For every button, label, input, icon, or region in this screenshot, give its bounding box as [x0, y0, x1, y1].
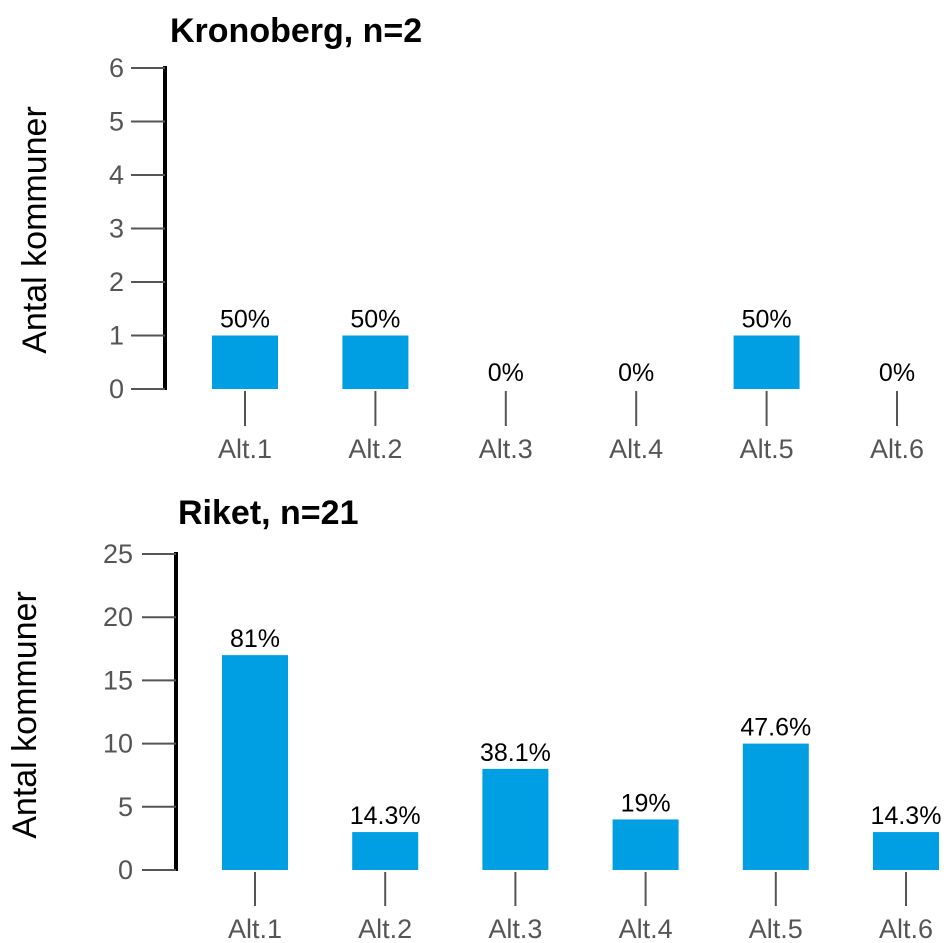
- bar: [212, 335, 278, 389]
- chart-title: Riket, n=21: [178, 494, 358, 532]
- x-tick-label: Alt.3: [488, 914, 542, 943]
- y-tick-label: 1: [109, 321, 124, 351]
- y-tick-label: 20: [103, 602, 133, 632]
- y-tick-label: 5: [109, 107, 124, 137]
- data-label: 14.3%: [350, 802, 421, 830]
- y-tick-label: 0: [109, 374, 124, 404]
- bar: [612, 819, 679, 870]
- y-tick-label: 15: [103, 665, 133, 695]
- data-label: 50%: [742, 306, 792, 334]
- data-label: 47.6%: [740, 714, 811, 742]
- data-label: 0%: [879, 359, 915, 387]
- y-tick-label: 0: [118, 855, 133, 885]
- bar: [873, 832, 939, 870]
- x-tick-label: Alt.1: [228, 914, 282, 943]
- x-tick-label: Alt.2: [348, 434, 402, 464]
- data-label: 0%: [618, 359, 654, 387]
- x-tick-label: Alt.3: [479, 434, 533, 464]
- y-tick-label: 10: [103, 729, 133, 759]
- y-tick-label: 6: [109, 53, 124, 83]
- bar: [352, 832, 419, 870]
- bar: [222, 655, 288, 870]
- data-label: 0%: [488, 359, 524, 387]
- data-label: 50%: [350, 306, 400, 334]
- y-axis-label: Antal kommuner: [16, 106, 54, 354]
- bar: [482, 768, 549, 870]
- y-tick-label: 5: [118, 792, 133, 822]
- y-tick-label: 3: [109, 214, 124, 244]
- data-label: 50%: [220, 306, 270, 334]
- y-tick-label: 2: [109, 267, 124, 297]
- bar: [742, 743, 809, 870]
- x-tick-label: Alt.5: [740, 434, 794, 464]
- x-tick-label: Alt.2: [358, 914, 412, 943]
- chart-title: Kronoberg, n=2: [170, 12, 422, 50]
- chart-kronoberg: Kronoberg, n=2 Antal kommuner 0 1 2 3 4 5 6 50%…: [16, 12, 924, 464]
- chart-riket: Riket, n=21 Antal kommuner 0 5 10 15 20 25 81%…: [6, 494, 941, 943]
- data-label: 14.3%: [871, 802, 942, 830]
- x-tick-label: Alt.4: [609, 434, 663, 464]
- x-tick-label: Alt.5: [749, 914, 803, 943]
- data-label: 81%: [230, 625, 280, 653]
- y-tick-label: 25: [103, 539, 133, 569]
- y-tick-label: 4: [109, 160, 124, 190]
- x-tick-label: Alt.1: [218, 434, 272, 464]
- bar: [733, 335, 800, 389]
- data-label: 19%: [621, 789, 671, 817]
- x-tick-label: Alt.6: [870, 434, 924, 464]
- x-tick-label: Alt.4: [619, 914, 673, 943]
- bar: [342, 335, 409, 389]
- x-tick-label: Alt.6: [879, 914, 933, 943]
- data-label: 38.1%: [480, 739, 551, 767]
- y-axis-label: Antal kommuner: [6, 591, 44, 839]
